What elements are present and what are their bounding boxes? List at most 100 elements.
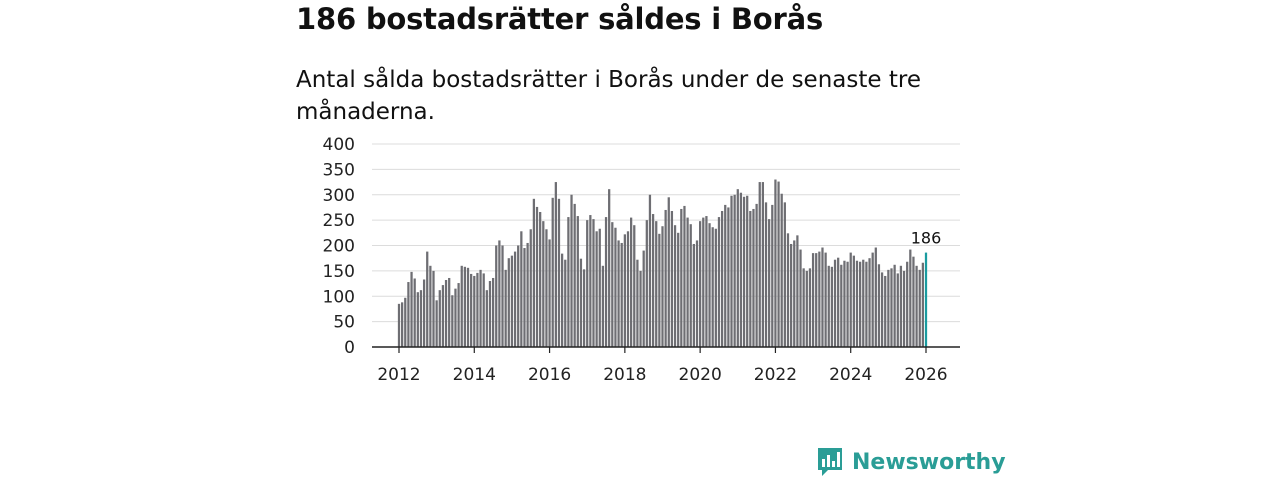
bar (915, 265, 918, 347)
x-tick-label-2022: 2022 (754, 365, 797, 385)
bar (742, 196, 746, 347)
bar (567, 217, 570, 347)
bar (727, 207, 730, 347)
bar (714, 228, 717, 347)
newsworthy-brand[interactable]: Newsworthy (816, 446, 1006, 478)
bar (642, 250, 645, 347)
y-tick-label-400: 400 (323, 135, 355, 155)
bar (526, 242, 529, 347)
bar (887, 269, 890, 347)
bar (896, 273, 899, 347)
bar (639, 270, 642, 348)
bar (899, 265, 903, 347)
bar (695, 240, 699, 347)
bar (611, 222, 614, 347)
bar (655, 221, 658, 347)
bar (852, 255, 855, 347)
bar (877, 264, 881, 347)
bar (786, 233, 790, 347)
highlight-value-label: 186 (911, 229, 942, 248)
bar (510, 255, 514, 347)
bar (435, 300, 438, 347)
chart-subtitle: Antal sålda bostadsrätter i Borås under … (296, 67, 921, 125)
bar (868, 258, 871, 347)
bar (702, 217, 705, 347)
bar (705, 216, 708, 347)
bar (529, 229, 532, 347)
bar (429, 265, 432, 347)
bar (407, 282, 410, 347)
bar (686, 217, 689, 347)
bar (560, 253, 564, 347)
bar (824, 252, 827, 347)
bar (880, 272, 884, 347)
bar (595, 231, 598, 347)
bar (777, 181, 780, 347)
y-tick-label-0: 0 (344, 338, 355, 358)
bar (432, 270, 435, 348)
bar (460, 265, 463, 347)
bar (840, 264, 843, 347)
bar (404, 297, 407, 347)
bar (586, 220, 589, 348)
bar (811, 253, 815, 347)
bar (539, 212, 542, 347)
page-title: 186 bostadsrätter såldes i Borås (296, 2, 824, 36)
bar (799, 249, 802, 347)
brand-name: Newsworthy (852, 449, 1006, 475)
bar (689, 224, 692, 347)
bar (733, 194, 736, 347)
bar (855, 260, 859, 347)
y-tick-label-100: 100 (323, 287, 355, 307)
bar (720, 210, 724, 347)
bar (708, 223, 711, 347)
bar (620, 242, 623, 347)
bar (517, 245, 520, 347)
bar (752, 208, 755, 347)
y-tick-label-300: 300 (323, 186, 355, 206)
x-tick-label-2014: 2014 (453, 365, 496, 385)
bar (601, 265, 605, 347)
bar (918, 269, 921, 347)
bar (793, 240, 796, 347)
y-tick-label-150: 150 (323, 262, 355, 282)
bar (485, 290, 488, 347)
bar (730, 195, 733, 347)
bar (818, 251, 821, 347)
bar (397, 303, 401, 347)
bar (677, 232, 680, 347)
bar (614, 227, 617, 347)
x-tick-label-2016: 2016 (528, 365, 571, 385)
bar (906, 261, 909, 347)
x-tick-label-2024: 2024 (829, 365, 872, 385)
bar (780, 193, 783, 347)
bar (830, 266, 834, 347)
bar (592, 219, 595, 347)
bar (846, 261, 849, 347)
bar (862, 259, 865, 347)
bar (636, 259, 639, 347)
bar (598, 228, 601, 347)
bar (874, 247, 877, 347)
bar (498, 240, 501, 347)
bar (758, 182, 761, 347)
bar (623, 234, 626, 347)
bar (551, 197, 554, 347)
bar (673, 225, 677, 347)
bar (843, 260, 846, 347)
bar (589, 215, 592, 347)
bar (645, 220, 648, 348)
bar (761, 182, 765, 347)
chart-axes: 0 50 100 150 200 250 300 350 400 186 2012 2014 2016 2… (323, 135, 960, 385)
bar (859, 261, 862, 347)
bar (419, 290, 423, 347)
bar (808, 268, 812, 347)
bar (739, 192, 743, 347)
bar (771, 204, 774, 347)
bar (548, 239, 551, 347)
bar (815, 253, 818, 347)
bar (833, 259, 837, 347)
bar (724, 204, 727, 347)
bar (470, 273, 473, 347)
bar (466, 267, 470, 347)
